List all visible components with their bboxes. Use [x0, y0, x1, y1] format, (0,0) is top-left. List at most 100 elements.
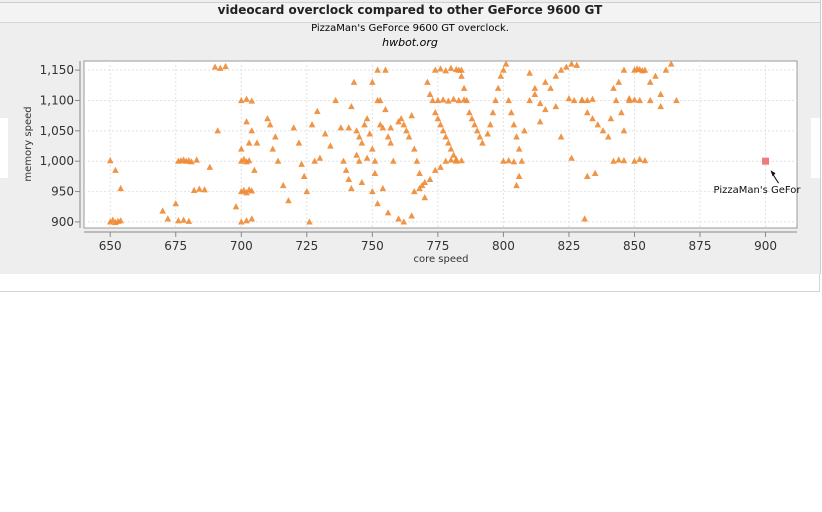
data-point: [395, 215, 402, 222]
data-point: [452, 65, 460, 73]
data-point: [620, 66, 628, 73]
data-point: [410, 145, 418, 152]
data-point: [272, 133, 279, 140]
data-point: [308, 121, 316, 128]
y-tick-label: 1,150: [40, 63, 74, 77]
data-point: [408, 112, 415, 119]
data-point: [348, 102, 355, 110]
data-point: [193, 156, 201, 163]
data-point: [243, 217, 250, 224]
data-point: [594, 121, 602, 128]
data-point: [500, 157, 507, 164]
data-point: [112, 166, 119, 173]
data-point: [610, 157, 617, 164]
data-point: [434, 96, 442, 104]
data-point: [447, 145, 455, 152]
data-points: [106, 60, 770, 226]
data-point: [363, 154, 371, 161]
x-tick-label: 675: [164, 239, 187, 253]
data-point: [521, 127, 528, 134]
data-point: [384, 133, 392, 140]
data-point: [447, 156, 455, 163]
data-point: [460, 84, 468, 91]
annotation-layer: PizzaMan's GeFor: [714, 170, 802, 196]
data-point: [374, 200, 381, 207]
data-point: [201, 186, 208, 193]
data-point: [355, 157, 363, 164]
data-point: [345, 124, 353, 131]
data-point: [366, 130, 374, 137]
data-point: [589, 95, 596, 102]
data-point: [445, 97, 452, 104]
data-point: [565, 95, 573, 102]
data-point: [552, 72, 560, 79]
data-point: [251, 166, 258, 173]
data-point: [552, 102, 560, 110]
data-point: [410, 187, 418, 195]
y-tick-label: 950: [51, 185, 74, 199]
data-point: [117, 184, 124, 192]
data-point: [542, 78, 549, 85]
data-point: [421, 178, 429, 186]
data-point: [455, 96, 463, 104]
data-point: [369, 187, 376, 195]
data-point: [652, 72, 659, 79]
highlight-point: [762, 157, 770, 165]
data-point: [243, 95, 250, 102]
annotation-arrow-head: [770, 170, 776, 177]
data-point: [466, 109, 473, 116]
data-point: [484, 130, 491, 137]
data-point: [337, 124, 345, 131]
data-point: [371, 169, 379, 176]
data-point: [604, 133, 612, 140]
x-tick-label: 825: [557, 239, 580, 253]
data-point: [526, 69, 533, 76]
data-point: [300, 172, 308, 179]
data-point: [358, 139, 366, 146]
data-point: [248, 187, 256, 194]
data-point: [285, 197, 292, 204]
data-point: [442, 67, 450, 74]
data-point: [353, 127, 360, 134]
panel-bottom-divider: [0, 291, 820, 292]
data-point: [237, 96, 245, 104]
data-point: [636, 96, 644, 104]
data-point: [492, 96, 499, 104]
chart-panel: videocard overclock compared to other Ge…: [0, 0, 821, 274]
data-point: [400, 121, 408, 128]
data-point: [442, 157, 450, 164]
data-point: [237, 145, 245, 152]
data-point: [513, 133, 520, 140]
data-point: [513, 181, 520, 189]
data-point: [468, 115, 476, 122]
plot-area: [83, 60, 798, 229]
y-tick-label: 1,100: [40, 93, 74, 107]
data-point: [497, 72, 505, 79]
data-point: [479, 139, 486, 146]
data-point: [237, 218, 245, 225]
data-point: [625, 95, 633, 102]
data-point: [369, 78, 376, 85]
data-point: [505, 156, 512, 164]
x-axis-title: core speed: [413, 254, 468, 265]
data-point: [382, 66, 389, 73]
data-point: [641, 156, 649, 164]
axes: 650 675 700 725 750 775 800 825 850 875 900 900 950 1…: [40, 61, 797, 253]
data-point: [591, 169, 599, 176]
data-point: [557, 133, 565, 140]
data-point: [487, 121, 494, 128]
data-point: [243, 118, 250, 125]
data-point: [106, 156, 114, 164]
data-point: [426, 175, 434, 183]
data-point: [458, 72, 465, 79]
data-point: [631, 157, 638, 164]
data-point: [557, 66, 565, 73]
x-tick-label: 650: [99, 239, 122, 253]
annotation-label: PizzaMan's GeFor: [714, 185, 802, 196]
data-point: [298, 160, 305, 167]
left-scroll-tab: [0, 118, 8, 178]
data-point: [426, 90, 434, 97]
data-point: [620, 127, 628, 134]
data-point: [434, 115, 442, 122]
data-point: [578, 96, 586, 103]
